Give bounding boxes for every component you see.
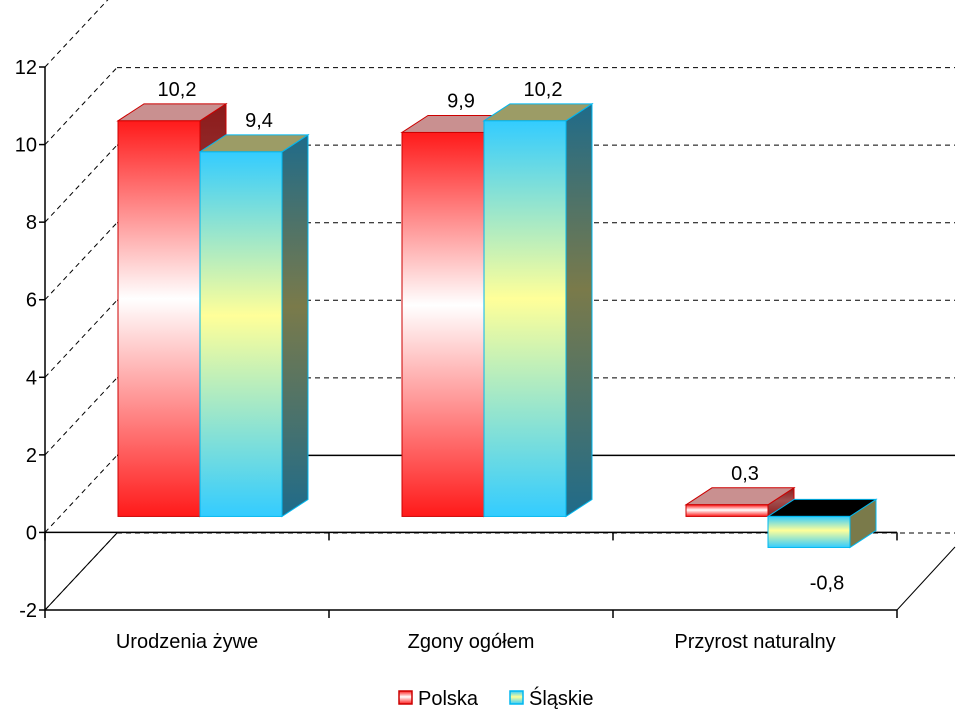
bar-front (199, 151, 283, 517)
gridline-diagonal (44, 222, 118, 301)
x-tick-label: Zgony ogółem (408, 631, 535, 653)
data-labels: 10,2 9,4 9,9 10,2 0,3 -0,8 (158, 79, 845, 595)
bar-front (767, 515, 851, 548)
bars (116, 102, 878, 549)
bar-side (565, 102, 593, 518)
legend-swatch-0 (398, 690, 413, 705)
gridline-diagonal (44, 299, 118, 378)
y-tick-label: 4 (26, 367, 37, 389)
y-tick-label: 12 (15, 57, 37, 79)
bar-polska-2 (684, 486, 796, 518)
y-tick-label: -2 (19, 600, 37, 622)
gridline-diagonal (44, 67, 118, 145)
gridline-diagonal (44, 455, 118, 533)
bar-front (117, 120, 201, 517)
data-label: -0,8 (810, 572, 844, 594)
y-tick-label: 6 (26, 290, 37, 312)
legend-label: Śląskie (529, 686, 593, 710)
bar-front (401, 131, 485, 517)
bar-lskie-1 (482, 102, 594, 518)
gridline-diagonal (44, 0, 109, 68)
floor-right-edge (896, 546, 956, 611)
data-label: 9,4 (245, 110, 273, 132)
data-label: 10,2 (158, 79, 197, 101)
gridline-diagonal (44, 377, 118, 456)
data-label: 0,3 (731, 463, 759, 485)
y-tick-label: 2 (26, 445, 37, 467)
legend-label: Polska (418, 688, 479, 710)
bar-front (483, 120, 567, 517)
gridline-diagonal (44, 144, 118, 223)
y-tick-label: 8 (26, 212, 37, 234)
bar-lskie-0 (198, 133, 310, 518)
data-label: 9,9 (447, 90, 475, 112)
bar-side (281, 133, 309, 518)
legend: Polska Śląskie (398, 686, 593, 710)
bar-front (685, 504, 769, 517)
y-tick-label: 0 (26, 522, 37, 544)
y-tick-label: 10 (15, 135, 37, 157)
bar-lskie-2 (766, 498, 878, 549)
legend-swatch-1 (509, 690, 524, 705)
x-tick-label: Przyrost naturalny (674, 631, 835, 653)
x-tick-label: Urodzenia żywe (116, 631, 258, 653)
data-label: 10,2 (524, 79, 563, 101)
floor-left-edge (44, 532, 118, 611)
